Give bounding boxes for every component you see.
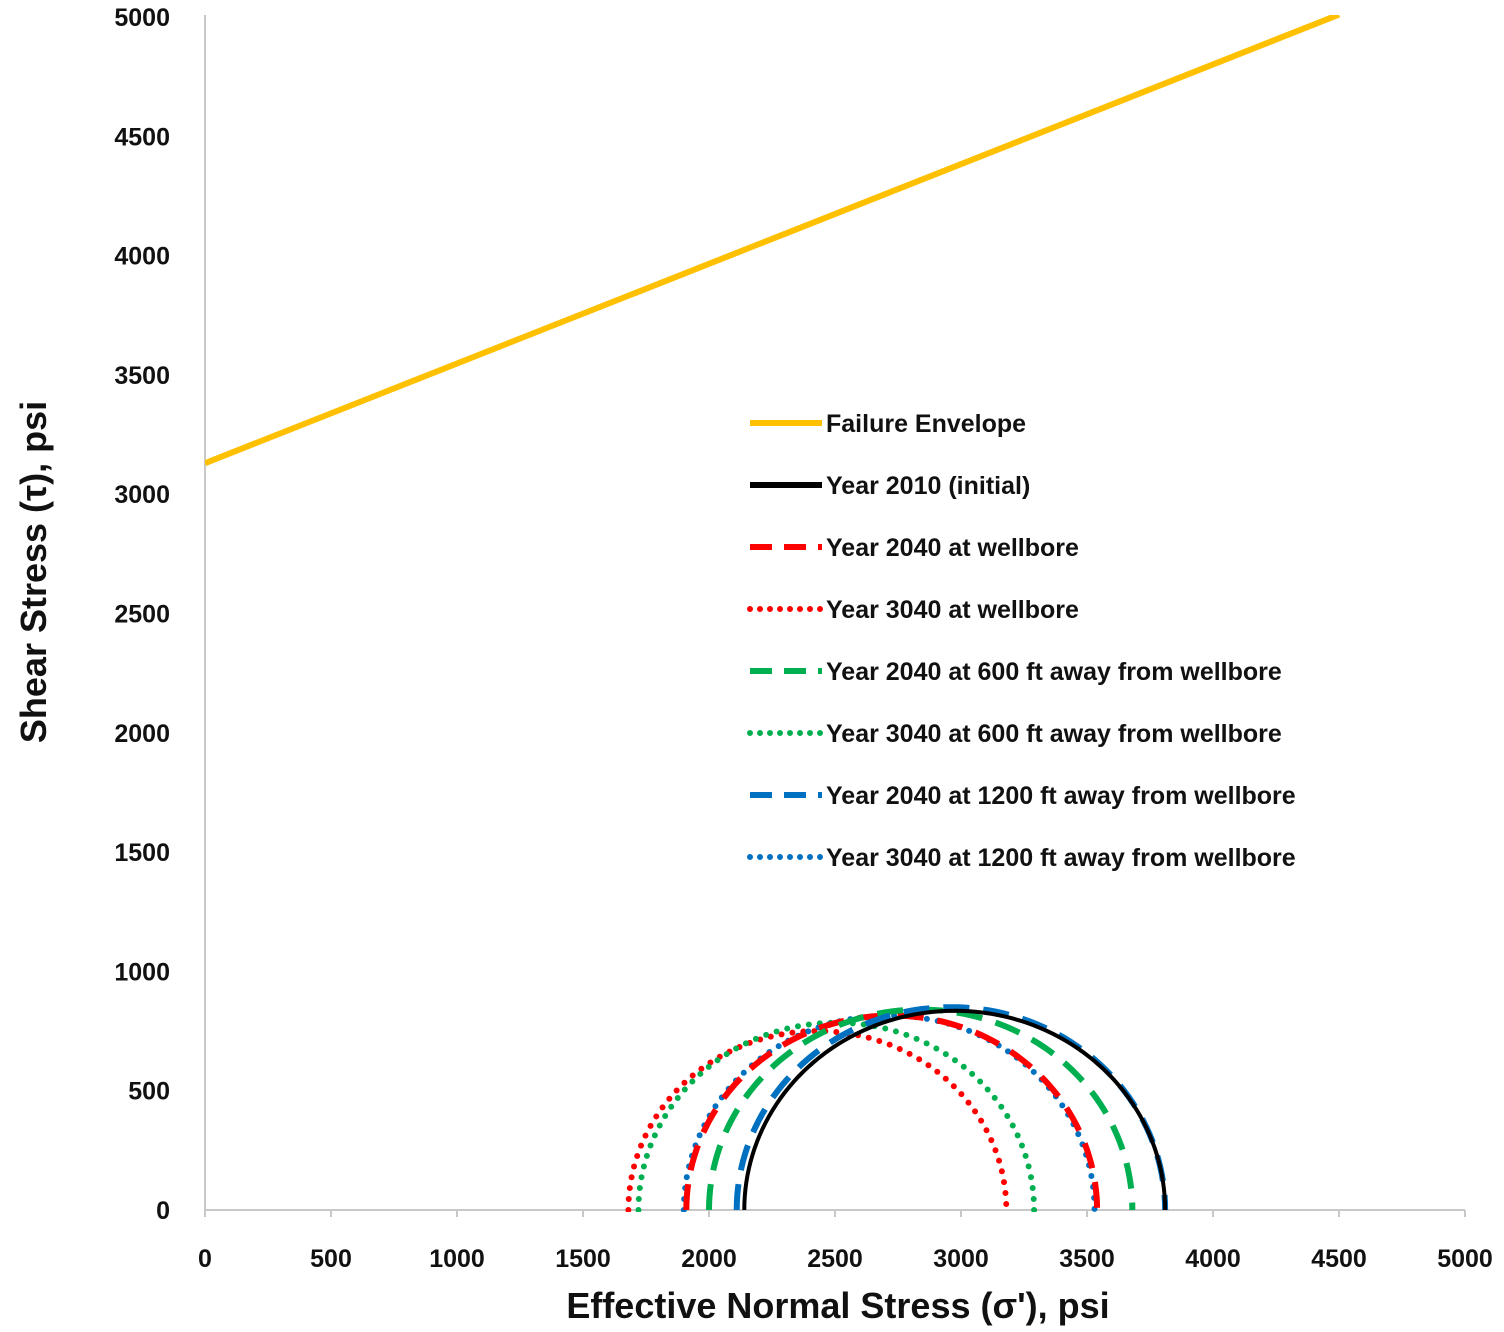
mohr-circle-5 [635, 1019, 1038, 1212]
x-tick-label: 2000 [681, 1245, 737, 1273]
x-tick-label: 3500 [1059, 1245, 1115, 1273]
legend-label: Year 2040 at 1200 ft away from wellbore [826, 782, 1296, 810]
legend: Failure Envelope Year 2010 (initial) Year … [747, 410, 1296, 872]
tick-labels: 0 500 1000 1500 2000 2500 3000 3500 4000 4500 5000… [114, 4, 1492, 1273]
legend-label: Year 3040 at 600 ft away from wellbore [826, 720, 1282, 748]
y-tick-label: 4000 [114, 243, 170, 271]
failure-envelope-line [205, 15, 1341, 466]
legend-label: Year 2040 at 600 ft away from wellbore [826, 658, 1282, 686]
x-tick-label: 3000 [933, 1245, 989, 1273]
legend-label: Year 3040 at 1200 ft away from wellbore [826, 844, 1296, 872]
x-tick-label: 0 [198, 1245, 212, 1273]
y-tick-label: 0 [156, 1197, 170, 1225]
plot-area [205, 15, 1341, 1212]
legend-label: Failure Envelope [826, 410, 1026, 438]
mohr-circle-6 [733, 1004, 1169, 1211]
x-tick-label: 2500 [807, 1245, 863, 1273]
x-tick-label: 4500 [1311, 1245, 1367, 1273]
y-tick-label: 3000 [114, 481, 170, 509]
y-tick-label: 2000 [114, 720, 170, 748]
y-tick-label: 1500 [114, 839, 170, 867]
y-axis-title: Shear Stress (τ), psi [13, 401, 54, 743]
y-tick-label: 3500 [114, 362, 170, 390]
x-axis-title: Effective Normal Stress (σ'), psi [566, 1285, 1109, 1326]
y-tick-label: 5000 [114, 4, 170, 32]
legend-label: Year 2040 at wellbore [826, 534, 1079, 562]
x-tick-label: 500 [310, 1245, 352, 1273]
mohr-circle-3 [625, 1028, 1010, 1212]
legend-label: Year 2010 (initial) [826, 472, 1030, 500]
x-tick-label: 1500 [555, 1245, 611, 1273]
mohr-circle-2 [683, 1012, 1101, 1211]
x-tick-label: 1000 [429, 1245, 485, 1273]
y-tick-label: 2500 [114, 601, 170, 629]
legend-label: Year 3040 at wellbore [826, 596, 1079, 624]
y-tick-label: 500 [128, 1078, 170, 1106]
y-tick-label: 1000 [114, 958, 170, 986]
mohr-circle-1 [742, 1008, 1168, 1211]
y-tick-label: 4500 [114, 123, 170, 151]
x-tick-label: 5000 [1437, 1245, 1493, 1273]
x-tick-label: 4000 [1185, 1245, 1241, 1273]
